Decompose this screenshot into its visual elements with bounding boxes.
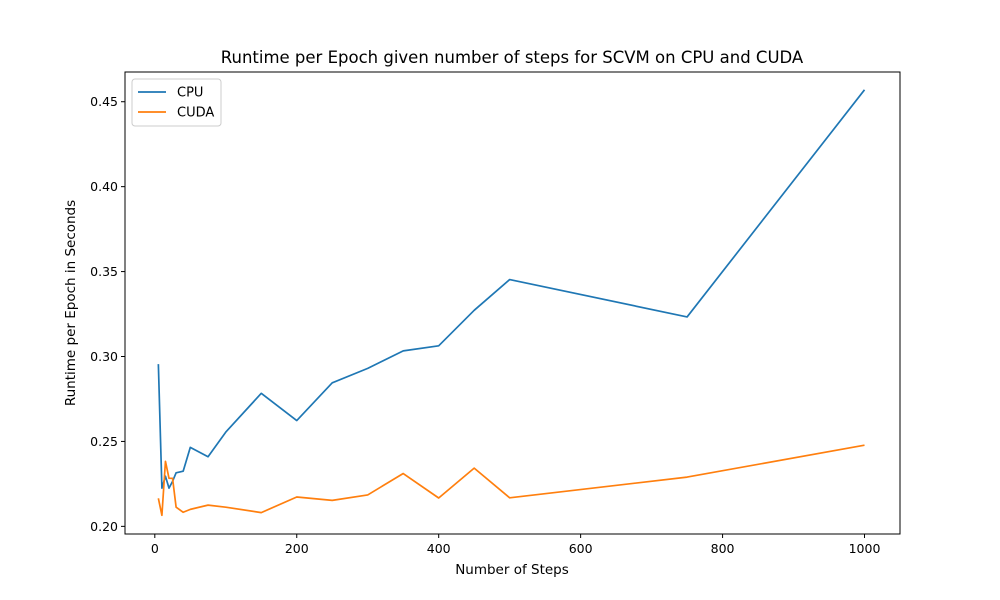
- series-line-cuda: [157, 444, 865, 517]
- y-tick-label: 0.30: [90, 349, 118, 364]
- legend-label-cpu: CPU: [177, 86, 203, 101]
- x-tick-label: 1000: [849, 541, 881, 556]
- legend-box: [131, 78, 222, 127]
- x-tick-label: 400: [427, 541, 451, 556]
- series-line-cpu: [157, 89, 866, 489]
- x-tick-label: 800: [711, 541, 735, 556]
- y-tick-label: 0.20: [90, 519, 118, 534]
- ticks-layer: 0 200 400 600 800 1000 0.20 0.25 0.30 0.35 0.40 0.4…: [90, 94, 880, 556]
- plot-area-frame: [124, 71, 901, 535]
- y-tick-label: 0.40: [90, 179, 118, 194]
- chart-title: Runtime per Epoch given number of steps …: [221, 48, 804, 67]
- x-axis-title: Number of Steps: [455, 562, 569, 578]
- legend: CPU CUDA: [131, 78, 222, 127]
- y-tick-label: 0.45: [90, 94, 118, 109]
- y-tick-label: 0.25: [90, 434, 118, 449]
- y-axis-title: Runtime per Epoch in Seconds: [63, 200, 79, 406]
- x-tick-label: 600: [569, 541, 593, 556]
- y-tick-label: 0.35: [90, 264, 118, 279]
- x-tick-label: 0: [151, 541, 159, 556]
- legend-label-cuda: CUDA: [177, 106, 214, 121]
- x-tick-label: 200: [285, 541, 309, 556]
- series-layer: [157, 89, 866, 517]
